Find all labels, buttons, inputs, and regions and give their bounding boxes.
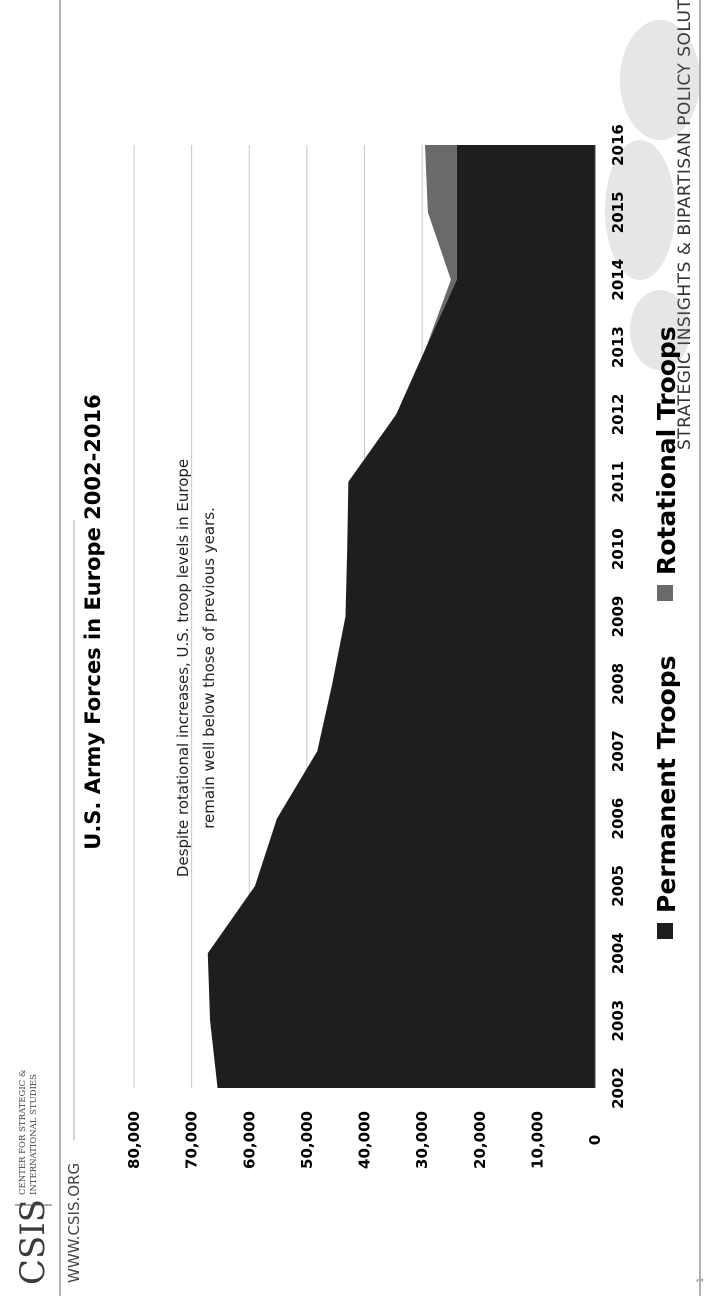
y-tick-label: 60,000 [240, 1111, 258, 1169]
annotation-line1: Despite rotational increases, U.S. troop… [174, 459, 192, 877]
org-name-line1: CENTER FOR STRATEGIC & [18, 1069, 28, 1195]
plot-area: 0 10,000 20,000 30,000 40,000 50,000 60,000 70,… [125, 124, 627, 1169]
y-tick-label: 10,000 [528, 1111, 546, 1169]
x-tick-label: 2003 [609, 1000, 627, 1042]
page-number: 1 [696, 1277, 706, 1283]
x-tick-label: 2010 [609, 528, 627, 570]
x-tick-label: 2011 [609, 461, 627, 503]
world-map-watermark [605, 20, 700, 370]
x-tick-label: 2006 [609, 798, 627, 840]
y-tick-label: 30,000 [413, 1111, 431, 1169]
x-tick-label: 2002 [609, 1067, 627, 1109]
x-tick-label: 2013 [609, 326, 627, 368]
x-tick-label: 2012 [609, 394, 627, 436]
x-tick-label: 2014 [609, 259, 627, 301]
chart-title: U.S. Army Forces in Europe 2002-2016 [81, 394, 105, 849]
annotation-line2: remain well below those of previous year… [200, 507, 218, 829]
y-tick-label: 70,000 [183, 1111, 201, 1169]
y-tick-label: 0 [586, 1135, 604, 1145]
x-tick-label: 2004 [609, 932, 627, 974]
y-tick-label: 50,000 [298, 1111, 316, 1169]
website: WWW.CSIS.ORG [65, 1163, 83, 1283]
org-name-line2: INTERNATIONAL STUDIES [29, 1074, 39, 1195]
csis-logo: CSIS [13, 1199, 53, 1285]
legend-swatch-permanent [657, 923, 673, 939]
x-tick-label: 2015 [609, 191, 627, 233]
x-tick-label: 2008 [609, 663, 627, 705]
y-tick-label: 80,000 [125, 1111, 143, 1169]
y-tick-label: 20,000 [471, 1111, 489, 1169]
x-tick-label: 2005 [609, 865, 627, 907]
x-tick-label: 2009 [609, 596, 627, 638]
x-tick-label: 2007 [609, 730, 627, 772]
y-tick-label: 40,000 [356, 1111, 374, 1169]
legend: Permanent Troops Rotational Troops [652, 326, 681, 939]
x-tick-label: 2016 [609, 124, 627, 166]
tagline: STRATEGIC INSIGHTS & BIPARTISAN POLICY S… [675, 0, 695, 450]
legend-label-rotational: Rotational Troops [652, 326, 681, 575]
legend-swatch-rotational [657, 585, 673, 601]
legend-label-permanent: Permanent Troops [652, 656, 681, 914]
area-permanent-troops [207, 145, 595, 1088]
